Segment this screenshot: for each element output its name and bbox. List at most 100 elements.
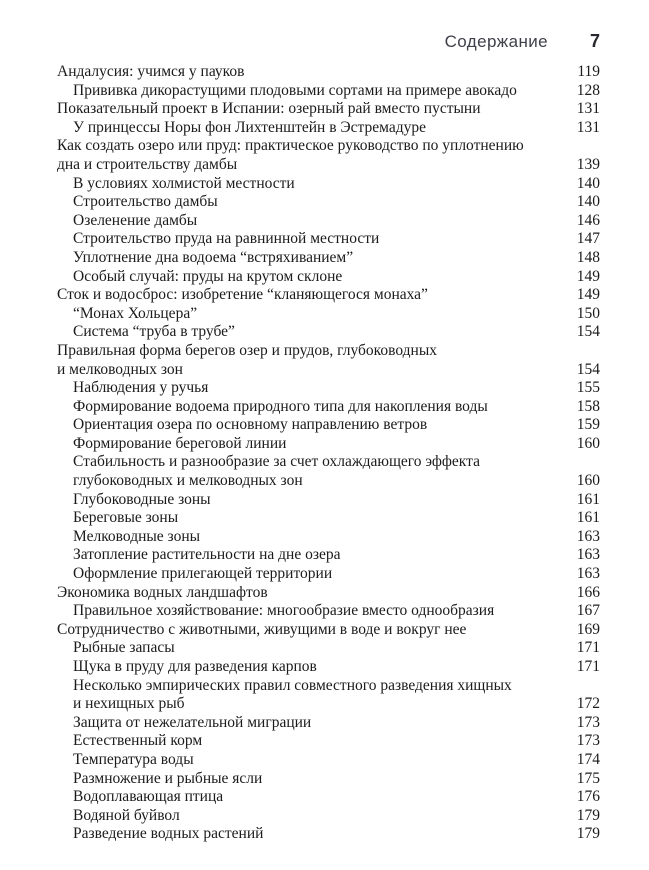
toc-entry-title: Андалусия: учимся у пауков [57, 63, 245, 80]
toc-entry-title: Система “труба в трубе” [73, 323, 235, 341]
toc-entry-page-number: 155 [576, 379, 600, 397]
toc-entry: Береговые зоны 161 [57, 509, 600, 528]
toc-entry-page-number: 163 [576, 546, 600, 564]
toc-entry-title: У принцессы Норы фон Лихтенштейн в Эстре… [73, 118, 426, 136]
toc-entry-title: “Монах Хольцера” [73, 304, 198, 322]
toc-entry-title: Как создать озеро или пруд: практическое… [57, 137, 524, 173]
toc-entry-page-number: 166 [576, 583, 600, 601]
toc-entry-title: Естественный корм [73, 732, 203, 750]
toc-entry-page-number: 171 [576, 639, 600, 657]
toc-entry-page-number: 154 [576, 323, 600, 341]
toc-entry-page-number: 179 [576, 825, 600, 843]
page-number: 7 [589, 31, 600, 51]
toc-entry: Ориентация озера по основному направлени… [57, 416, 600, 435]
toc-entry: Мелководные зоны 163 [57, 528, 600, 547]
toc-entry-page-number: 140 [576, 193, 600, 211]
toc-entry-page-number: 139 [576, 155, 600, 173]
toc-entry: Прививка дикорастущими плодовыми сортами… [57, 82, 600, 101]
toc-entry: Как создать озеро или пруд: практическое… [57, 137, 600, 174]
toc-entry: Система “труба в трубе” 154 [57, 323, 600, 342]
toc-entry-page-number: 128 [576, 81, 600, 99]
toc-entry-title: Экономика водных ландшафтов [57, 583, 268, 601]
toc-entry: Сотрудничество с животными, живущими в в… [57, 621, 600, 640]
toc-entry-title: Строительство дамбы [73, 193, 218, 211]
toc-entry-title: Несколько эмпирических правил совместног… [73, 676, 512, 713]
toc-entry-title: Показательный проект в Испании: озерный … [57, 100, 481, 118]
toc-entry: Озеленение дамбы 146 [57, 212, 600, 231]
toc-entry-title: Сток и водосброс: изобретение “кланяющег… [57, 286, 428, 304]
toc-entry-page-number: 154 [576, 360, 600, 378]
toc-entry: Формирование водоема природного типа для… [57, 398, 600, 417]
toc-entry-page-number: 149 [576, 267, 600, 285]
toc-entry-title: Прививка дикорастущими плодовыми сортами… [73, 81, 517, 99]
toc-entry-page-number: 159 [576, 416, 600, 434]
toc-entry: Строительство дамбы 140 [57, 193, 600, 212]
toc-entry: Особый случай: пруды на крутом склоне 14… [57, 268, 600, 287]
toc-entry-title: Строительство пруда на равнинной местнос… [73, 230, 380, 248]
toc-entry-page-number: 158 [576, 397, 600, 415]
toc-entry: Температура воды 174 [57, 751, 600, 770]
toc-entry-page-number: 172 [576, 695, 600, 713]
toc-entry-page-number: 167 [576, 602, 600, 620]
toc-entry-title: Стабильность и разнообразие за счет охла… [73, 453, 480, 490]
toc-entry-page-number: 176 [576, 788, 600, 806]
toc-entry-page-number: 131 [576, 100, 600, 118]
toc-entry: Экономика водных ландшафтов 166 [57, 584, 600, 603]
page-header: Содержание 7 [57, 31, 600, 52]
contents-heading: Содержание [444, 32, 548, 51]
toc-entry-page-number: 173 [576, 732, 600, 750]
toc-entry: Глубоководные зоны 161 [57, 491, 600, 510]
toc-entry: Стабильность и разнообразие за счет охла… [57, 453, 600, 490]
toc-entry: Водоплавающая птица 176 [57, 788, 600, 807]
toc-entry: У принцессы Норы фон Лихтенштейн в Эстре… [57, 119, 600, 138]
toc-entry-title: Разведение водных растений [73, 825, 264, 843]
toc-entry-page-number: 163 [576, 527, 600, 545]
toc-entry-title: Правильное хозяйствование: многообразие … [73, 602, 495, 620]
toc-entry: Уплотнение дна водоема “встряхиванием” 1… [57, 249, 600, 268]
toc-entry: Сток и водосброс: изобретение “кланяющег… [57, 286, 600, 305]
toc-entry: Водяной буйвол 179 [57, 807, 600, 826]
toc-entry-page-number: 175 [576, 769, 600, 787]
toc-entry-title: Ориентация озера по основному направлени… [73, 416, 428, 434]
toc-entry: Правильное хозяйствование: многообразие … [57, 602, 600, 621]
toc-entry-page-number: 160 [576, 434, 600, 452]
toc-entry-page-number: 149 [576, 286, 600, 304]
toc-entry-title: Водоплавающая птица [73, 788, 224, 806]
toc-entry-page-number: 160 [576, 472, 600, 490]
toc-entry-title: Мелководные зоны [73, 527, 201, 545]
toc-entry-title: Оформление прилегающей территории [73, 565, 333, 583]
toc-entry-title: Размножение и рыбные ясли [73, 769, 263, 787]
toc-entry-page-number: 147 [576, 230, 600, 248]
toc-entry: Разведение водных растений 179 [57, 825, 600, 844]
toc-entry-page-number: 163 [576, 565, 600, 583]
table-of-contents: Андалусия: учимся у пауков 119 Прививка … [57, 63, 600, 844]
toc-entry: Естественный корм 173 [57, 732, 600, 751]
toc-entry-page-number: 169 [576, 620, 600, 638]
toc-entry-title: Глубоководные зоны [73, 490, 211, 508]
toc-entry-title: Формирование береговой линии [73, 434, 287, 452]
toc-entry-page-number: 131 [576, 118, 600, 136]
toc-entry-page-number: 161 [576, 509, 600, 527]
toc-entry-title: Формирование водоема природного типа для… [73, 397, 488, 415]
toc-entry: Защита от нежелательной миграции 173 [57, 714, 600, 733]
toc-entry-page-number: 140 [576, 174, 600, 192]
toc-entry-page-number: 173 [576, 713, 600, 731]
toc-entry-title: Наблюдения у ручья [73, 379, 209, 397]
toc-entry: Рыбные запасы 171 [57, 639, 600, 658]
toc-entry: Показательный проект в Испании: озерный … [57, 100, 600, 119]
toc-entry-title: Рыбные запасы [73, 639, 175, 657]
toc-entry-title: Затопление растительности на дне озера [73, 546, 341, 564]
toc-entry-title: В условиях холмистой местности [73, 174, 295, 192]
toc-entry-title: Температура воды [73, 750, 194, 768]
toc-entry-page-number: 150 [576, 304, 600, 322]
toc-entry-page-number: 174 [576, 750, 600, 768]
toc-entry-title: Защита от нежелательной миграции [73, 713, 312, 731]
toc-entry: “Монах Хольцера” 150 [57, 305, 600, 324]
toc-entry: В условиях холмистой местности 140 [57, 175, 600, 194]
toc-entry-title: Особый случай: пруды на крутом склоне [73, 267, 343, 285]
toc-entry-page-number: 148 [576, 248, 600, 266]
toc-entry: Строительство пруда на равнинной местнос… [57, 230, 600, 249]
toc-entry: Щука в пруду для разведения карпов 171 [57, 658, 600, 677]
toc-entry: Несколько эмпирических правил совместног… [57, 677, 600, 714]
toc-entry: Формирование береговой линии 160 [57, 435, 600, 454]
